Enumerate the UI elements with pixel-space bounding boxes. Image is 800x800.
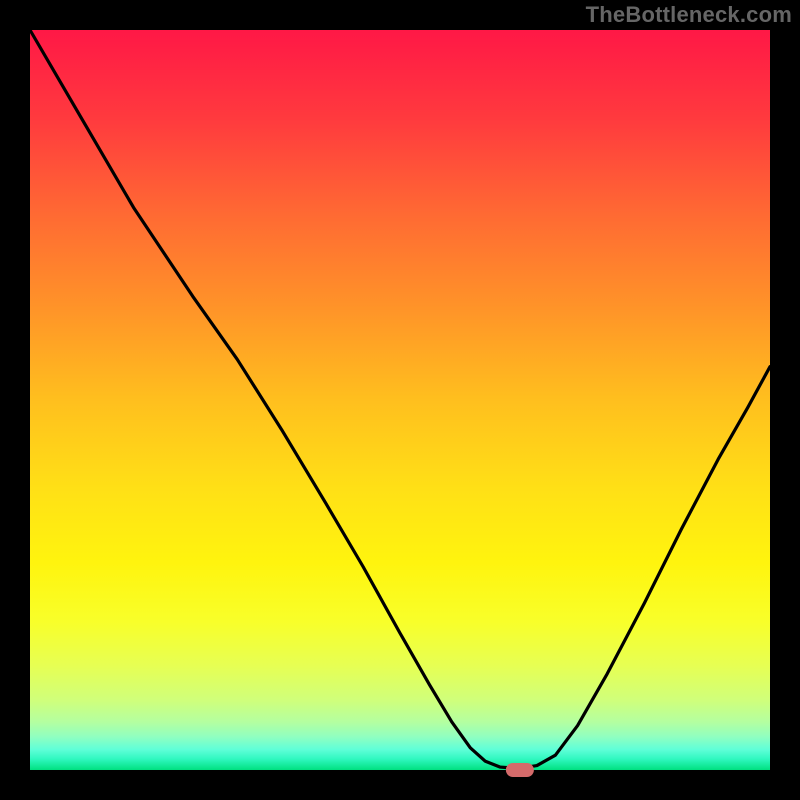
- plot-background: [30, 30, 770, 770]
- optimal-marker: [506, 763, 534, 777]
- chart-svg: [0, 0, 800, 800]
- chart-stage: TheBottleneck.com: [0, 0, 800, 800]
- watermark-text: TheBottleneck.com: [586, 2, 792, 28]
